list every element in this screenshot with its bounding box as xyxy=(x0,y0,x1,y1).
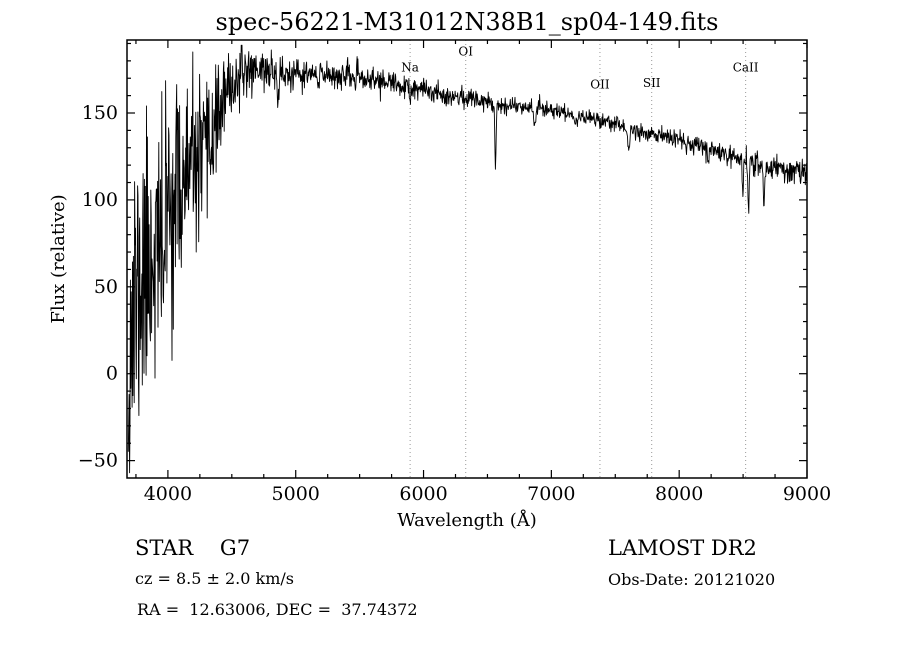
y-tick-label: 0 xyxy=(106,363,118,385)
spectrum-plot: spec-56221-M31012N38B1_sp04-149.fits Wav… xyxy=(48,8,831,531)
ra-dec-value: RA = 12.63006, DEC = 37.74372 xyxy=(137,600,418,619)
y-tick-label: 100 xyxy=(82,189,118,211)
y-tick-label: −50 xyxy=(78,450,118,472)
feature-label-oi: OI xyxy=(458,45,473,59)
feature-label-sii: SII xyxy=(643,76,661,90)
object-class-label: STAR G7 xyxy=(135,536,251,560)
survey-label: LAMOST DR2 xyxy=(608,536,757,560)
spectrum-trace xyxy=(127,44,808,474)
y-axis-label: Flux (relative) xyxy=(48,194,69,323)
y-tick-label: 150 xyxy=(82,102,118,124)
x-tick-label: 8000 xyxy=(655,483,703,505)
x-tick-label: 5000 xyxy=(272,483,320,505)
x-tick-label: 7000 xyxy=(527,483,575,505)
plot-title: spec-56221-M31012N38B1_sp04-149.fits xyxy=(216,8,719,36)
obs-date-value: Obs-Date: 20121020 xyxy=(608,570,776,589)
x-tick-label: 4000 xyxy=(144,483,192,505)
cz-value: cz = 8.5 ± 2.0 km/s xyxy=(135,569,294,588)
x-axis-label: Wavelength (Å) xyxy=(397,509,537,531)
plot-frame xyxy=(126,39,808,479)
feature-label-caii: CaII xyxy=(733,60,759,74)
x-tick-label: 9000 xyxy=(783,483,831,505)
x-tick-label: 6000 xyxy=(399,483,447,505)
feature-label-oii: OII xyxy=(590,78,610,92)
plot-layers: Na OI OII SII CaII 4000 5000 6000 7000 8000 9000 −5… xyxy=(78,39,831,505)
feature-label-na: Na xyxy=(401,60,419,74)
y-tick-label: 50 xyxy=(94,276,118,298)
